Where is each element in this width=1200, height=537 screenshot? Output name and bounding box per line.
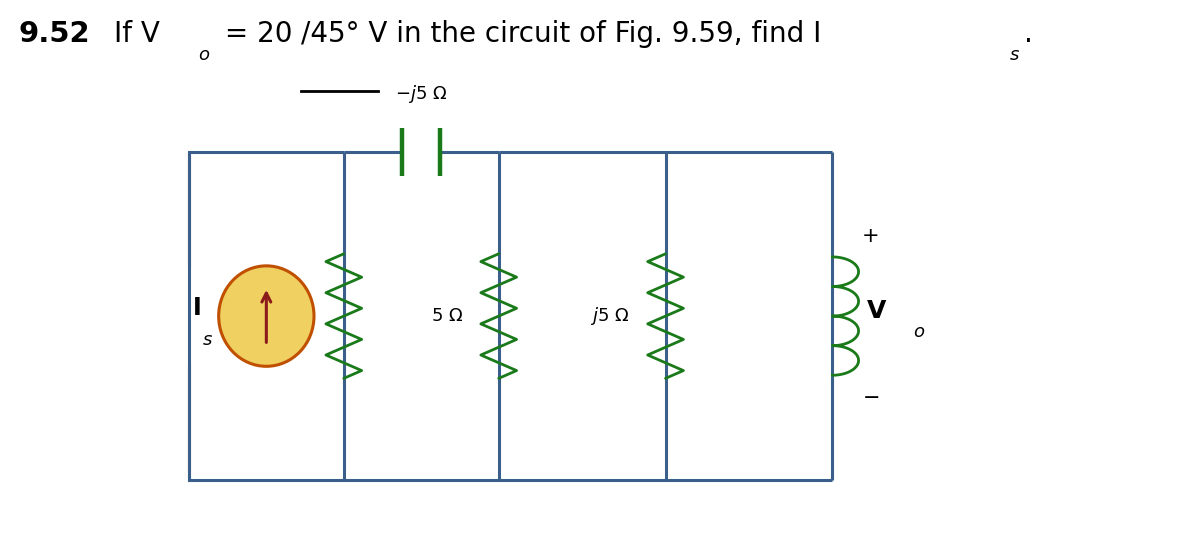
Text: $\mathbf{I}$: $\mathbf{I}$ [192,296,200,320]
Text: $-j5\ \Omega$: $-j5\ \Omega$ [395,83,448,105]
Text: /45° V in the circuit of Fig. 9.59, find I: /45° V in the circuit of Fig. 9.59, find… [301,20,821,48]
Text: +: + [862,226,880,246]
Text: 10 $\Omega$: 10 $\Omega$ [264,307,308,325]
Text: = 20: = 20 [216,20,293,48]
Text: o: o [198,47,210,64]
Text: 5 $\Omega$: 5 $\Omega$ [431,307,463,325]
Text: $j5\ \Omega$: $j5\ \Omega$ [590,305,630,327]
Text: 9.52: 9.52 [18,20,90,48]
Text: $-$: $-$ [862,387,880,407]
Text: s: s [1010,47,1019,64]
Text: If V: If V [114,20,160,48]
Ellipse shape [218,266,314,366]
Text: $\mathit{s}$: $\mathit{s}$ [202,331,212,349]
Text: .: . [1025,20,1033,48]
Text: $\mathit{o}$: $\mathit{o}$ [913,323,925,341]
Text: $\mathbf{V}$: $\mathbf{V}$ [865,299,887,323]
